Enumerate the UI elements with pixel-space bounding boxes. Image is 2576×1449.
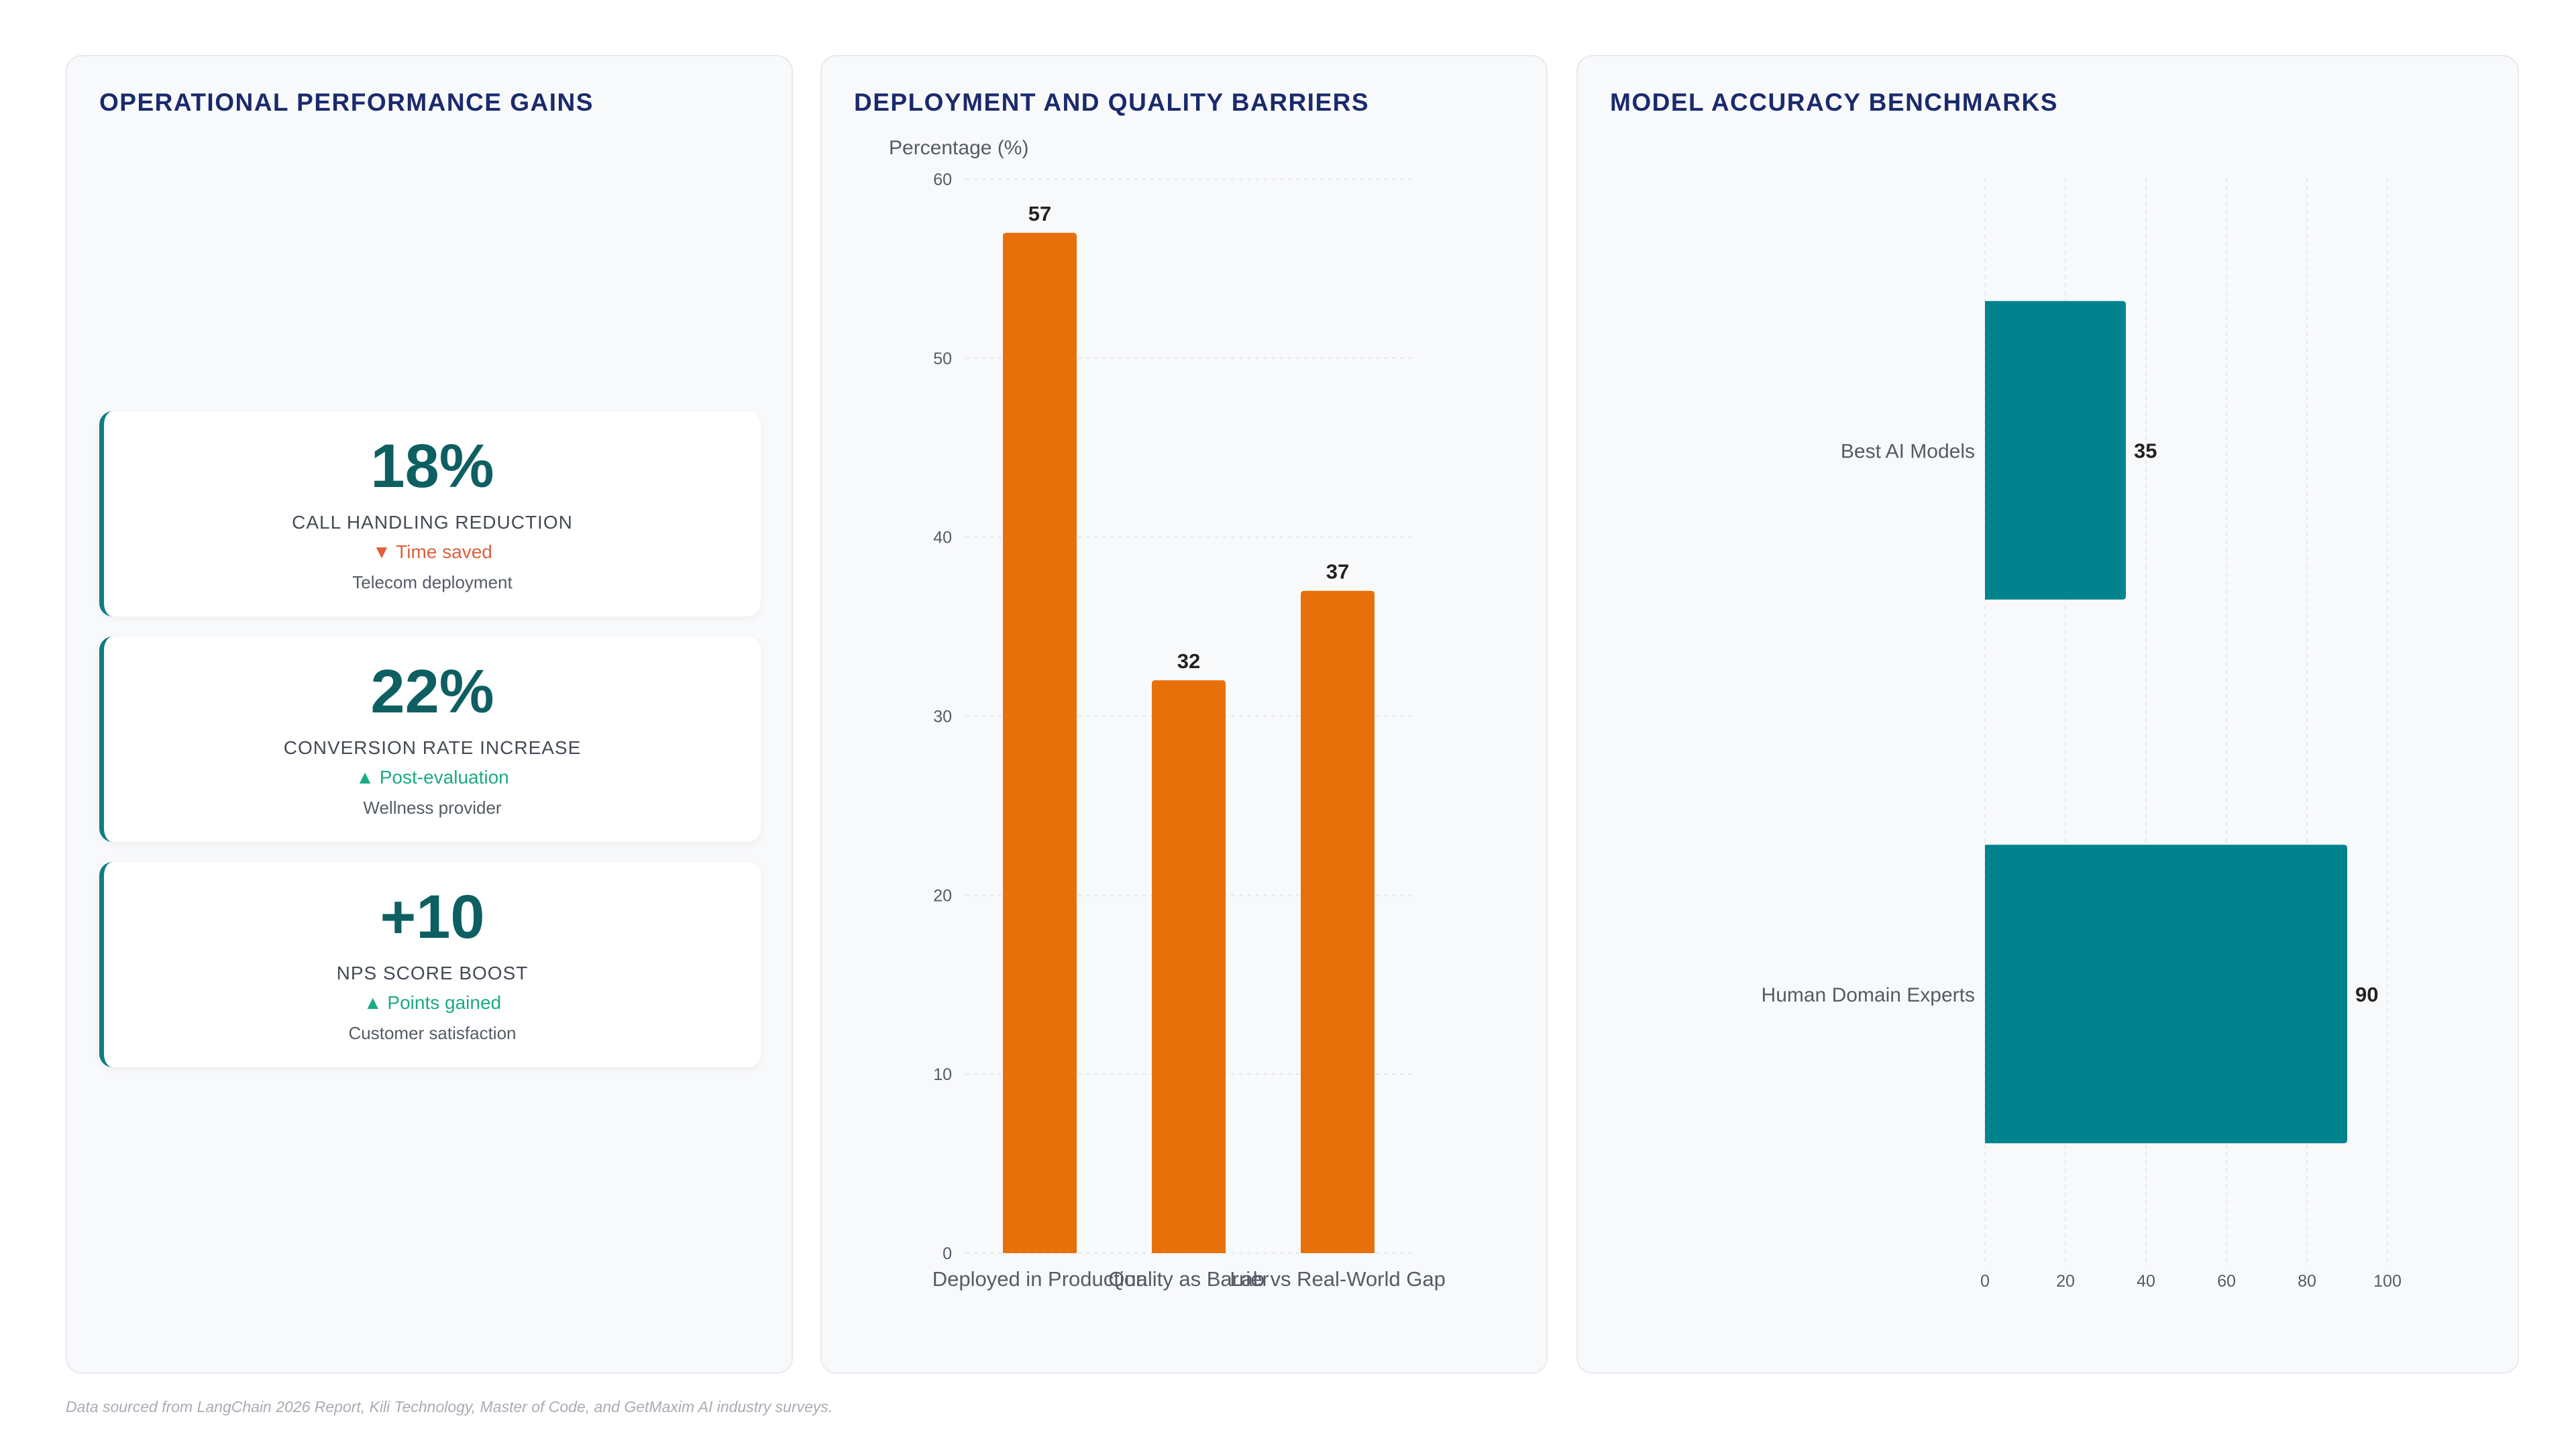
operational-performance-title: OPERATIONAL PERFORMANCE GAINS (99, 89, 594, 116)
kpi-context: Customer satisfaction (348, 1023, 517, 1043)
operational-performance-panel: OPERATIONAL PERFORMANCE GAINS 18% CALL H… (66, 55, 793, 1374)
y-tick-label: 20 (933, 886, 952, 905)
y-tick-label: 0 (943, 1244, 952, 1263)
y-tick-label: 40 (933, 529, 952, 547)
data-label: 90 (2355, 983, 2378, 1006)
x-tick-label: 60 (2217, 1272, 2236, 1291)
x-tick-label: Quality as Barrier (1108, 1267, 1269, 1291)
x-tick-label: 0 (1980, 1272, 1990, 1291)
kpi-value: +10 (380, 883, 485, 951)
x-tick-label: 40 (2137, 1272, 2155, 1291)
model-accuracy-chart: 0 20 40 60 80 100 35 Best AI Models 90 Human Doma… (1762, 178, 2402, 1291)
x-tick-label: Lab vs Real-World Gap (1230, 1267, 1446, 1291)
x-tick-label: 20 (2056, 1272, 2075, 1291)
x-tick-label: 100 (2373, 1272, 2402, 1291)
bar (1985, 845, 2347, 1144)
kpi-value: 18% (370, 432, 494, 500)
deployment-barriers-chart: Percentage (%) 0 10 20 30 40 50 60 57 Deployed in… (889, 137, 1446, 1291)
data-label: 57 (1028, 202, 1051, 225)
kpi-card-call-handling: 18% CALL HANDLING REDUCTION ▼ Time saved… (99, 411, 761, 616)
y-tick-label: 10 (933, 1065, 952, 1084)
kpi-value: 22% (370, 657, 494, 726)
y-tick-label: Human Domain Experts (1762, 984, 1975, 1006)
x-tick-label: 80 (2298, 1272, 2316, 1291)
kpi-context: Wellness provider (363, 798, 502, 818)
kpi-change-text: Post-evaluation (379, 767, 509, 788)
kpi-card-nps-score: +10 NPS SCORE BOOST ▲ Points gained Cust… (99, 862, 761, 1067)
y-tick-label: 50 (933, 350, 952, 368)
kpi-change-text: Points gained (387, 992, 502, 1013)
deployment-barriers-title: DEPLOYMENT AND QUALITY BARRIERS (854, 89, 1370, 116)
kpi-label: NPS SCORE BOOST (336, 963, 529, 983)
model-accuracy-panel: MODEL ACCURACY BENCHMARKS 0 20 40 60 80 100 35… (1576, 55, 2519, 1374)
data-label: 37 (1326, 560, 1349, 584)
kpi-label: CONVERSION RATE INCREASE (283, 737, 582, 758)
kpi-change: ▲ Points gained (104, 992, 761, 1014)
down-arrow-icon: ▼ (372, 541, 391, 562)
bar (1152, 680, 1226, 1253)
bar (1003, 233, 1077, 1253)
y-axis-label: Percentage (%) (889, 137, 1028, 159)
kpi-change: ▲ Post-evaluation (104, 767, 761, 788)
y-tick-label: 30 (933, 708, 952, 727)
kpi-context: Telecom deployment (352, 572, 513, 592)
up-arrow-icon: ▲ (356, 767, 374, 788)
kpi-label: CALL HANDLING REDUCTION (292, 512, 573, 533)
y-tick-label: Best AI Models (1841, 440, 1975, 462)
data-source-footnote: Data sourced from LangChain 2026 Report,… (66, 1398, 833, 1415)
x-tick-label: Deployed in Production (932, 1267, 1148, 1291)
model-accuracy-title: MODEL ACCURACY BENCHMARKS (1610, 89, 2058, 116)
kpi-card-conversion-rate: 22% CONVERSION RATE INCREASE ▲ Post-eval… (99, 637, 761, 842)
bar (1301, 590, 1375, 1253)
kpi-change-text: Time saved (396, 541, 492, 562)
data-label: 35 (2134, 439, 2157, 462)
kpi-change: ▼ Time saved (104, 541, 761, 563)
y-tick-label: 60 (933, 170, 952, 189)
deployment-barriers-panel: DEPLOYMENT AND QUALITY BARRIERS Percenta… (820, 55, 1548, 1374)
bar (1985, 301, 2126, 600)
up-arrow-icon: ▲ (363, 992, 382, 1013)
data-label: 32 (1177, 649, 1200, 673)
